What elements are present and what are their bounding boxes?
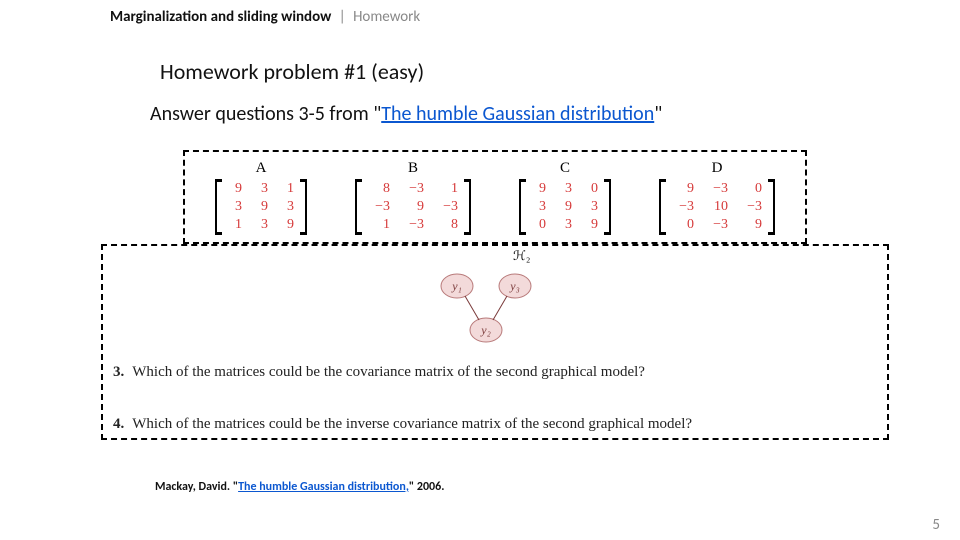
matrix-cell: 3	[558, 217, 572, 233]
matrix-cell: −3	[706, 181, 728, 197]
matrix-cell: −3	[706, 217, 728, 233]
matrix-label: D	[712, 160, 723, 177]
matrix-cell: 9	[558, 199, 572, 215]
matrix-cell: 3	[532, 199, 546, 215]
matrix-cell: 1	[436, 181, 458, 197]
matrix-cell: 0	[584, 181, 598, 197]
graphical-model: ℋ₂ y₁ y₃ y₂	[417, 248, 577, 348]
q4-text: Which of the matrices could be the inver…	[132, 416, 692, 432]
matrix-C: C930393039	[519, 160, 611, 235]
graph-label: ℋ₂	[513, 248, 530, 263]
matrix-cell: 8	[368, 181, 390, 197]
instruction: Answer questions 3-5 from "The humble Ga…	[150, 102, 662, 126]
page-number: 5	[932, 516, 940, 534]
matrix-cell: 3	[254, 181, 268, 197]
cite-post: " 2006.	[409, 480, 445, 494]
q4-num: 4.	[113, 416, 124, 432]
matrix-label: A	[256, 160, 267, 177]
matrix-label: B	[408, 160, 418, 177]
cite-link[interactable]: The humble Gaussian distribution,	[238, 480, 409, 494]
matrices-box: A931393139B8−31−39−31−38C930393039D9−30−…	[183, 150, 807, 244]
breadcrumb-section: Marginalization and sliding window	[110, 8, 331, 26]
slide: Marginalization and sliding window | Hom…	[0, 0, 960, 540]
matrix-cell: 3	[280, 199, 294, 215]
matrix-cell: 9	[402, 199, 424, 215]
citation: Mackay, David. "The humble Gaussian dist…	[155, 480, 444, 494]
matrix-cell: 0	[532, 217, 546, 233]
matrix-cell: −3	[368, 199, 390, 215]
question-3: 3. Which of the matrices could be the cov…	[113, 364, 645, 381]
breadcrumb-tail: Homework	[353, 8, 420, 26]
matrix-cell: 1	[280, 181, 294, 197]
matrix-cell: 3	[558, 181, 572, 197]
matrix-cell: 10	[706, 199, 728, 215]
matrix-cell: −3	[436, 199, 458, 215]
matrix-cell: −3	[672, 199, 694, 215]
page-title: Homework problem #1 (easy)	[160, 58, 424, 85]
cite-pre: Mackay, David. "	[155, 480, 238, 494]
breadcrumb-sep: |	[335, 8, 350, 26]
matrix-cell: 1	[368, 217, 390, 233]
matrix-cell: 9	[672, 181, 694, 197]
matrix-cell: 9	[584, 217, 598, 233]
matrix-cell: 1	[228, 217, 242, 233]
matrix-cell: −3	[402, 181, 424, 197]
matrix-cell: 3	[228, 199, 242, 215]
instruction-pre: Answer questions 3-5 from "	[150, 102, 381, 126]
q3-text: Which of the matrices could be the covar…	[132, 364, 645, 380]
matrix-cell: 0	[740, 181, 762, 197]
instruction-link[interactable]: The humble Gaussian distribution	[381, 102, 654, 126]
node-y2: y₂	[480, 323, 491, 337]
matrix-cell: 9	[532, 181, 546, 197]
breadcrumb: Marginalization and sliding window | Hom…	[110, 8, 420, 26]
matrix-cell: −3	[740, 199, 762, 215]
node-y3: y₃	[509, 279, 520, 293]
node-y1: y₁	[451, 279, 462, 293]
matrix-cell: 3	[584, 199, 598, 215]
matrix-cell: 9	[254, 199, 268, 215]
matrix-A: A931393139	[215, 160, 307, 235]
q3-num: 3.	[113, 364, 124, 380]
matrix-cell: 0	[672, 217, 694, 233]
matrix-cell: 9	[280, 217, 294, 233]
matrix-cell: 3	[254, 217, 268, 233]
matrix-label: C	[560, 160, 570, 177]
matrix-B: B 8 −3 1 −3 9 −3 1 −3 8	[355, 160, 471, 235]
matrix-D: D 9 −3 0 −3 10 −3 0 −3 9	[659, 160, 775, 235]
matrix-cell: 8	[436, 217, 458, 233]
graph-questions-box: ℋ₂ y₁ y₃ y₂ 3. Which of the matrices coul…	[101, 244, 889, 440]
matrix-cell: 9	[740, 217, 762, 233]
question-4: 4. Which of the matrices could be the inv…	[113, 416, 692, 433]
matrix-cell: 9	[228, 181, 242, 197]
matrix-cell: −3	[402, 217, 424, 233]
instruction-post: "	[654, 102, 662, 126]
